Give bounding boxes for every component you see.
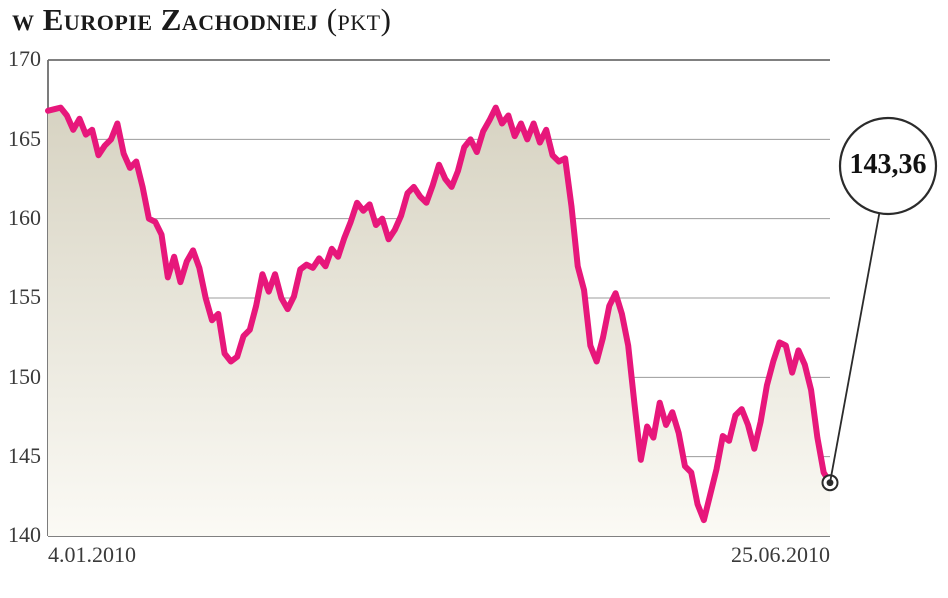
- y-tick-label: 160: [8, 205, 41, 231]
- y-tick-label: 170: [8, 46, 41, 72]
- y-tick-label: 150: [8, 364, 41, 390]
- y-tick-label: 140: [8, 522, 41, 548]
- y-tick-label: 155: [8, 284, 41, 310]
- chart-area: 140 145 150 155 160 165 170 4.01.2010 25.06.201…: [0, 48, 948, 593]
- x-tick-label: 4.01.2010: [48, 542, 136, 568]
- chart-title: w Europie Zachodniej (pkt): [12, 2, 391, 38]
- line-chart-svg: [0, 48, 948, 593]
- x-tick-label: 25.06.2010: [731, 542, 830, 568]
- y-tick-label: 165: [8, 126, 41, 152]
- title-text: w Europie Zachodniej: [12, 2, 318, 37]
- title-unit: (pkt): [327, 2, 392, 37]
- y-tick-label: 145: [8, 443, 41, 469]
